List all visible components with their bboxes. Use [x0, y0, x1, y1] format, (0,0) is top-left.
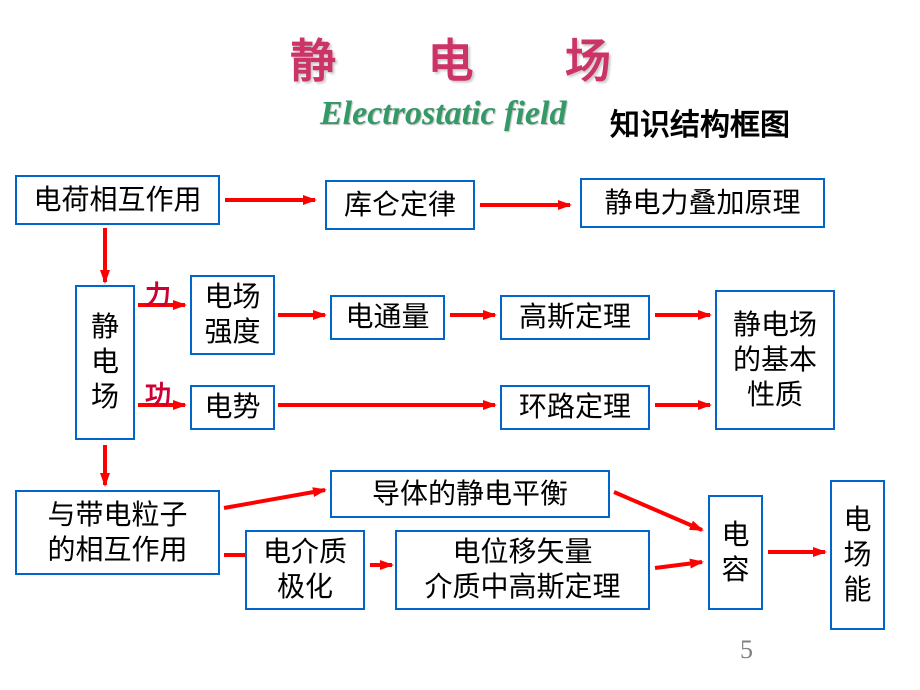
node-superposition: 静电力叠加原理 — [580, 178, 825, 228]
title-sub: Electrostatic field — [320, 95, 566, 133]
node-loop-theorem: 环路定理 — [500, 385, 650, 430]
node-basic-properties: 静电场 的基本 性质 — [715, 290, 835, 430]
node-displacement-gauss: 电位移矢量 介质中高斯定理 — [395, 530, 650, 610]
node-electrostatic-field: 静 电 场 — [75, 285, 135, 440]
node-electric-flux: 电通量 — [330, 295, 445, 340]
node-gauss-theorem: 高斯定理 — [500, 295, 650, 340]
node-field-energy: 电 场 能 — [830, 480, 885, 630]
node-particle-interaction: 与带电粒子 的相互作用 — [15, 490, 220, 575]
node-charge-interaction: 电荷相互作用 — [15, 175, 220, 225]
node-field-intensity: 电场 强度 — [190, 275, 275, 355]
page-number: 5 — [740, 635, 753, 665]
node-coulomb-law: 库仑定律 — [325, 180, 475, 230]
node-capacitance: 电 容 — [708, 495, 763, 610]
structure-heading: 知识结构框图 — [610, 100, 790, 144]
edge-label-work: 功 — [145, 375, 171, 412]
diagram-stage: 静 电 场 Electrostatic field 知识结构框图 电荷相互作用 … — [0, 0, 920, 690]
node-conductor-equilibrium: 导体的静电平衡 — [330, 470, 610, 518]
node-potential: 电势 — [190, 385, 275, 430]
edge-label-force: 力 — [145, 275, 171, 312]
title-main: 静 电 场 — [290, 25, 651, 91]
node-dielectric-polarization: 电介质 极化 — [245, 530, 365, 610]
